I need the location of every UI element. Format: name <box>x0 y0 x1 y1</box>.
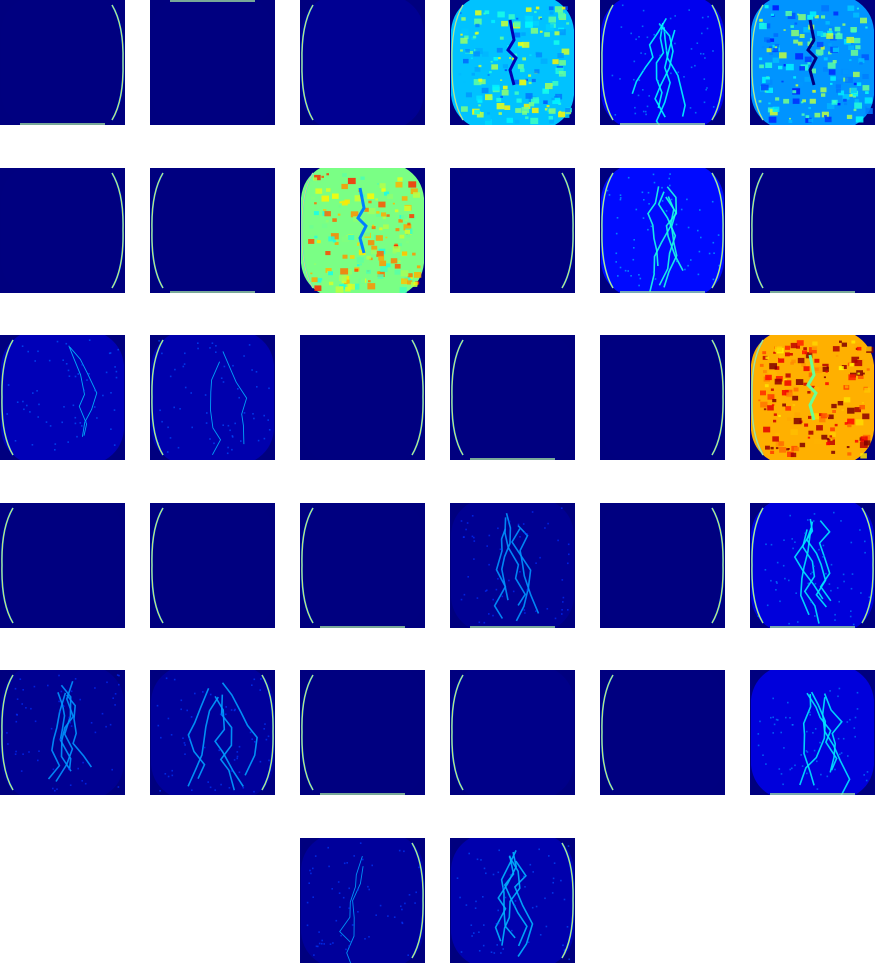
activation-region <box>451 168 574 293</box>
feature-map-image <box>750 168 875 293</box>
feature-map-image <box>150 670 275 795</box>
feature-map-image <box>450 838 575 963</box>
feature-map-tile <box>150 335 275 460</box>
feature-map-tile <box>750 503 875 628</box>
activation-region <box>751 168 874 293</box>
feature-map-image <box>600 335 725 460</box>
feature-map-tile <box>450 168 575 293</box>
feature-map-image <box>750 503 875 628</box>
feature-map-tile <box>300 0 425 125</box>
feature-map-tile <box>300 335 425 460</box>
feature-map-tile <box>450 0 575 125</box>
feature-map-image <box>300 0 425 125</box>
feature-map-tile <box>750 335 875 460</box>
activation-region <box>1 168 124 293</box>
feature-map-image <box>450 168 575 293</box>
feature-map-image <box>750 670 875 795</box>
activation-region <box>301 838 424 963</box>
feature-map-tile <box>300 168 425 293</box>
feature-map-image <box>600 168 725 293</box>
feature-map-image <box>600 0 725 125</box>
feature-map-image <box>450 0 575 125</box>
feature-map-image <box>150 503 275 628</box>
feature-map-tile <box>600 335 725 460</box>
feature-map-image <box>450 503 575 628</box>
feature-map-image <box>150 168 275 293</box>
feature-map-tile <box>450 503 575 628</box>
feature-map-tile <box>300 503 425 628</box>
activation-region <box>151 168 274 293</box>
feature-map-tile <box>600 503 725 628</box>
feature-map-image <box>300 503 425 628</box>
feature-map-tile <box>0 0 125 125</box>
feature-map-tile <box>300 838 425 963</box>
feature-map-tile <box>150 503 275 628</box>
feature-map-image <box>300 168 425 293</box>
activation-region <box>301 0 424 125</box>
activation-region <box>151 503 274 628</box>
feature-map-image <box>300 670 425 795</box>
feature-map-image <box>0 503 125 628</box>
activation-region <box>301 335 424 460</box>
feature-map-tile <box>0 503 125 628</box>
activation-region <box>151 0 274 125</box>
feature-map-image <box>750 0 875 125</box>
activation-region <box>451 503 574 628</box>
feature-map-tile <box>750 168 875 293</box>
activation-region <box>151 670 274 795</box>
activation-region <box>601 168 724 293</box>
feature-map-tile <box>150 0 275 125</box>
activation-region <box>601 335 724 460</box>
activation-region <box>451 670 574 795</box>
activation-region <box>601 0 724 125</box>
feature-map-image <box>0 0 125 125</box>
feature-map-tile <box>150 670 275 795</box>
feature-map-image <box>150 0 275 125</box>
feature-map-image <box>0 670 125 795</box>
activation-region <box>1 0 124 125</box>
feature-map-image <box>150 335 275 460</box>
feature-map-tile <box>450 838 575 963</box>
activation-region <box>151 335 274 460</box>
feature-map-image <box>300 335 425 460</box>
activation-region <box>301 503 424 628</box>
feature-map-tile <box>600 0 725 125</box>
activation-region <box>1 503 124 628</box>
feature-map-tile <box>450 670 575 795</box>
feature-map-tile <box>600 670 725 795</box>
activation-region <box>451 335 574 460</box>
feature-map-image <box>750 335 875 460</box>
feature-map-image <box>0 335 125 460</box>
feature-map-tile <box>0 335 125 460</box>
feature-map-image <box>600 670 725 795</box>
feature-map-tile <box>450 335 575 460</box>
feature-map-image <box>0 168 125 293</box>
activation-region <box>301 670 424 795</box>
feature-map-tile <box>150 168 275 293</box>
feature-map-tile <box>600 168 725 293</box>
feature-map-image <box>300 838 425 963</box>
feature-map-image <box>600 503 725 628</box>
feature-map-tile <box>0 670 125 795</box>
feature-map-tile <box>750 670 875 795</box>
feature-map-tile <box>750 0 875 125</box>
feature-map-image <box>450 335 575 460</box>
activation-region <box>1 335 124 460</box>
feature-map-image <box>450 670 575 795</box>
activation-region <box>601 503 724 628</box>
activation-region <box>601 670 724 795</box>
feature-map-tile <box>0 168 125 293</box>
feature-map-tile <box>300 670 425 795</box>
